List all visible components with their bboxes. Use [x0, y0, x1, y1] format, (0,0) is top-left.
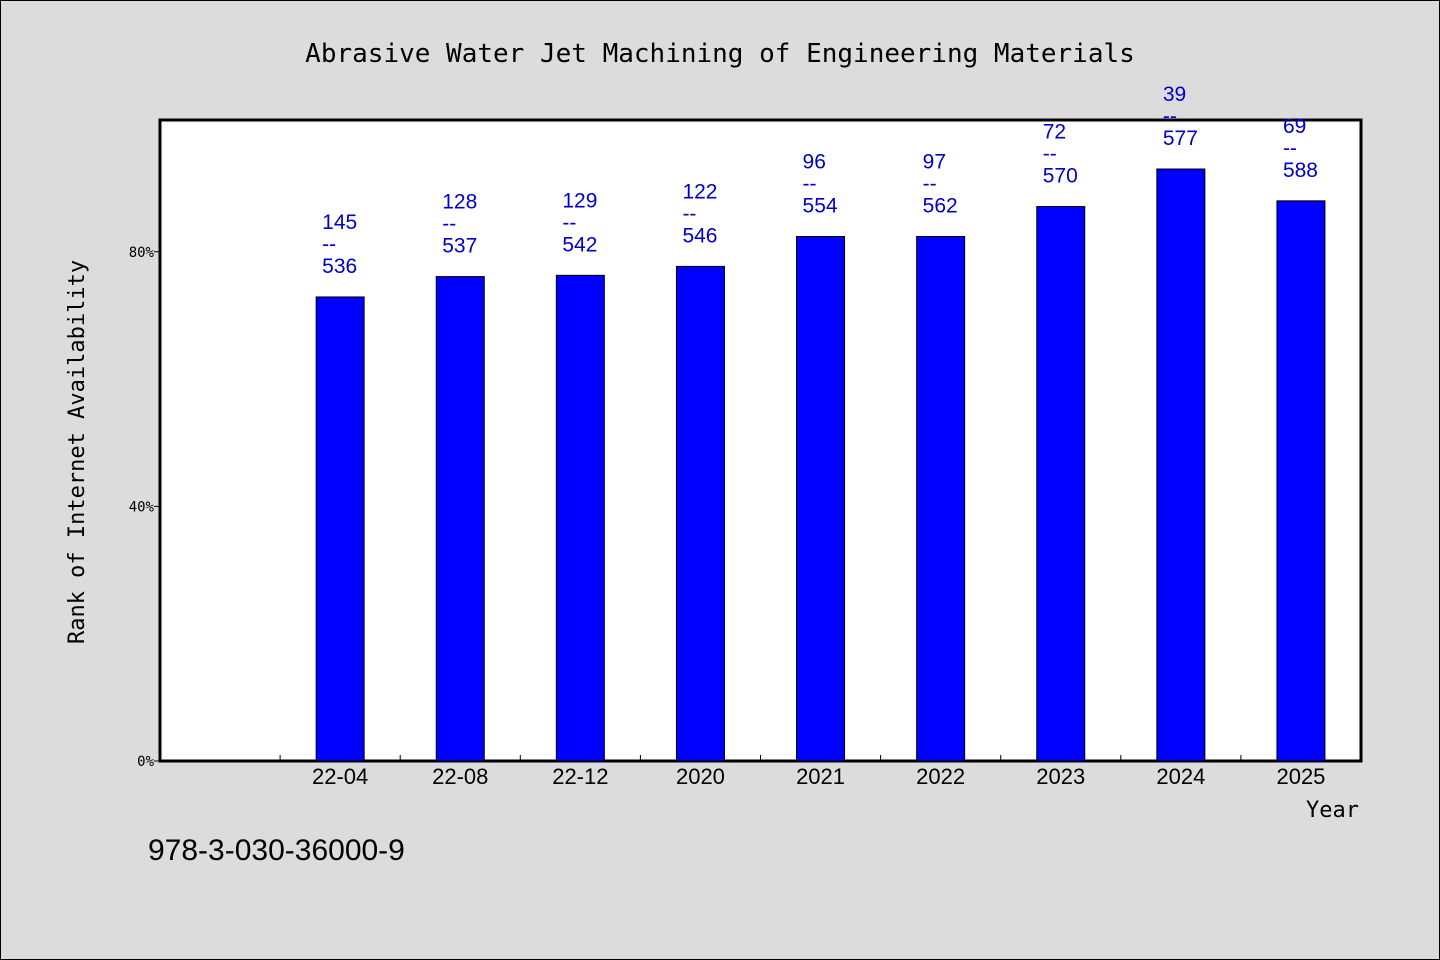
bar [1276, 200, 1326, 762]
data-label-bottom: 554 [803, 194, 838, 217]
data-labels: 145--536128--537129--542122--54696--5549… [322, 83, 1318, 278]
bar [1156, 168, 1206, 762]
y-axis-label: Rank of Internet Availability [65, 260, 90, 644]
bar [555, 274, 605, 762]
axis-ticks: 0% 40% 80% 22-04 22-08 22-12 2020 2021 2022 2023 2… [129, 245, 1326, 789]
bar [315, 296, 365, 762]
data-label-separator: -- [923, 172, 937, 195]
x-tick-label: 2025 [1276, 764, 1325, 789]
bar [796, 235, 846, 762]
bar-series [315, 168, 1326, 762]
isbn-footer: 978-3-030-36000-9 [148, 834, 405, 867]
data-label-bottom: 536 [322, 255, 357, 278]
x-tick-label: 22-08 [432, 764, 488, 789]
data-label-bottom: 562 [923, 194, 958, 217]
data-label-top: 69 [1283, 115, 1306, 138]
data-label-separator: -- [1283, 137, 1297, 160]
bar [435, 276, 485, 762]
y-tick-label: 80% [129, 245, 155, 261]
data-label-separator: -- [562, 211, 576, 234]
data-label-top: 72 [1043, 121, 1066, 144]
data-label-separator: -- [322, 233, 336, 256]
data-label-bottom: 546 [682, 224, 717, 247]
x-tick-label: 2022 [916, 764, 965, 789]
data-label-top: 128 [442, 191, 477, 214]
bar [675, 265, 725, 762]
data-label-bottom: 537 [442, 235, 477, 258]
y-tick-label: 40% [129, 499, 155, 515]
bar [1036, 206, 1086, 762]
data-label-top: 39 [1163, 83, 1186, 106]
data-label-top: 122 [682, 180, 717, 203]
data-label-top: 97 [923, 150, 946, 173]
x-axis-label: Year [1306, 798, 1359, 823]
data-label-bottom: 577 [1163, 127, 1198, 150]
x-tick-label: 2024 [1156, 764, 1205, 789]
y-tick-label: 0% [137, 754, 154, 770]
data-label-separator: -- [803, 172, 817, 195]
x-tick-label: 2021 [796, 764, 845, 789]
data-label-bottom: 570 [1043, 165, 1078, 188]
data-label-separator: -- [1163, 105, 1177, 128]
data-label-separator: -- [1043, 143, 1057, 166]
x-tick-label: 2020 [676, 764, 725, 789]
x-tick-label: 2023 [1036, 764, 1085, 789]
bar [916, 235, 966, 762]
chart-title: Abrasive Water Jet Machining of Engineer… [305, 39, 1135, 69]
data-label-top: 129 [562, 189, 597, 212]
data-label-separator: -- [442, 213, 456, 236]
x-tick-label: 22-04 [312, 764, 368, 789]
data-label-bottom: 542 [562, 233, 597, 256]
data-label-separator: -- [682, 202, 696, 225]
data-label-bottom: 588 [1283, 159, 1318, 182]
data-label-top: 96 [803, 150, 826, 173]
x-tick-label: 22-12 [552, 764, 608, 789]
data-label-top: 145 [322, 211, 357, 234]
